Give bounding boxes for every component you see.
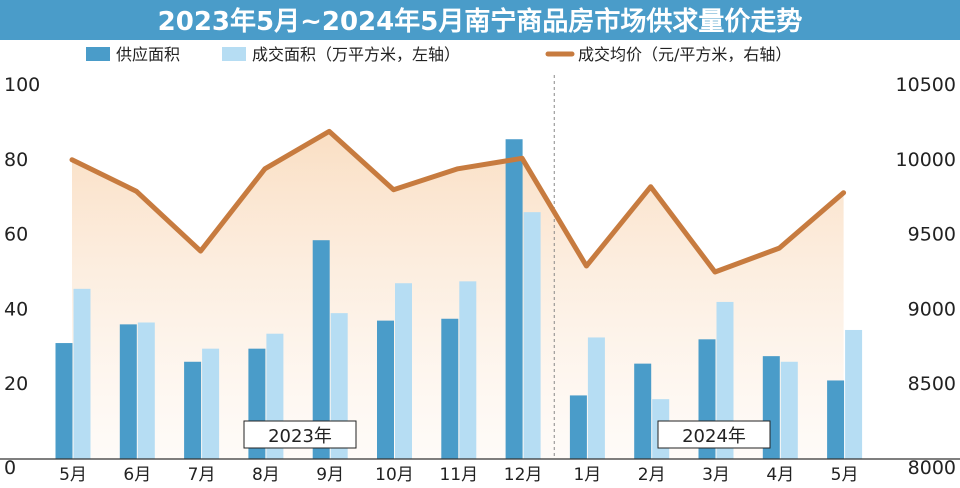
category-label-4: 9月 [316, 465, 344, 485]
right-tick-label-3: 9500 [908, 224, 956, 246]
bar-deal-1 [137, 322, 155, 459]
bar-deal-10 [716, 301, 734, 459]
year-label-2024: 2024年 [682, 426, 746, 447]
price-line [69, 128, 847, 275]
bar-deal-6 [459, 281, 477, 459]
legend: 供应面积 成交面积（万平方米，左轴） 成交均价（元/平方米，右轴） [86, 45, 791, 64]
category-label-5: 10月 [375, 465, 414, 485]
category-label-1: 6月 [123, 465, 151, 485]
bar-deal-0 [73, 288, 91, 459]
left-tick-label-0: 0 [4, 457, 16, 479]
year-label-2023: 2023年 [268, 426, 332, 447]
left-tick-label-3: 60 [4, 224, 28, 246]
bar-supply-2 [184, 361, 202, 459]
right-tick-label-1: 8500 [908, 373, 956, 395]
bar-supply-6 [441, 318, 459, 459]
category-label-3: 8月 [252, 465, 280, 485]
category-label-7: 12月 [504, 465, 543, 485]
legend-swatch-supply [86, 47, 110, 61]
bar-supply-5 [377, 320, 394, 459]
title-band [0, 0, 960, 40]
bar-deal-2 [202, 348, 220, 459]
legend-label-deal: 成交面积（万平方米，左轴） [252, 45, 460, 64]
right-tick-label-5: 10500 [896, 74, 956, 96]
bar-supply-8 [569, 395, 587, 459]
category-label-0: 5月 [59, 465, 87, 485]
bar-deal-11 [780, 361, 798, 459]
bar-supply-4 [312, 240, 330, 459]
legend-swatch-deal [222, 47, 246, 61]
bar-deal-8 [587, 337, 605, 459]
bar-supply-0 [55, 343, 73, 459]
bar-deal-5 [395, 283, 412, 459]
legend-label-price: 成交均价（元/平方米，右轴） [578, 45, 791, 64]
year-box-2024 [657, 420, 771, 449]
category-label-12: 5月 [831, 465, 859, 485]
year-box-2023 [243, 420, 357, 449]
bar-supply-1 [119, 324, 137, 459]
right-tick-label-4: 10000 [896, 149, 956, 171]
category-label-6: 11月 [439, 465, 478, 485]
right-tick-label-2: 9000 [908, 298, 956, 320]
bar-deal-7 [523, 212, 541, 459]
category-label-2: 7月 [188, 465, 216, 485]
bar-supply-9 [634, 363, 652, 459]
category-label-11: 4月 [766, 465, 794, 485]
bar-supply-12 [827, 380, 845, 459]
chart-title: 2023年5月~2024年5月南宁商品房市场供求量价走势 [158, 6, 803, 37]
bar-deal-12 [845, 329, 863, 459]
left-tick-label-1: 20 [4, 373, 28, 395]
category-label-8: 1月 [573, 465, 601, 485]
bar-supply-7 [505, 139, 523, 460]
category-label-10: 3月 [702, 465, 730, 485]
left-tick-label-2: 40 [4, 298, 28, 320]
left-tick-label-5: 100 [4, 74, 40, 96]
left-tick-label-4: 80 [4, 149, 28, 171]
legend-label-supply: 供应面积 [116, 45, 180, 64]
right-tick-label-0: 8000 [908, 457, 956, 479]
category-label-9: 2月 [638, 465, 666, 485]
